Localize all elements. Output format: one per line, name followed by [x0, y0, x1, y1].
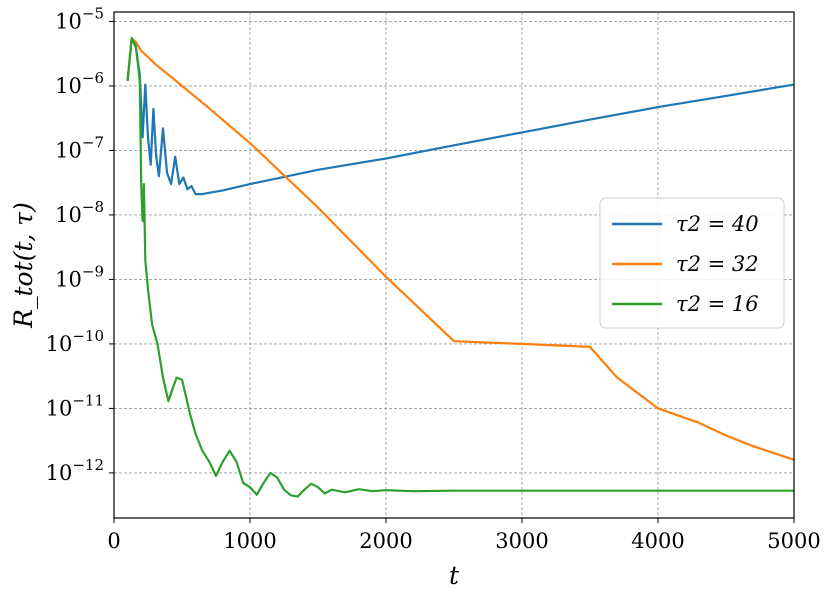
legend-label: τ2 = 40 [676, 212, 759, 236]
legend: τ2 = 40 τ2 = 32 τ2 = 16 [599, 197, 785, 329]
plot-frame [113, 11, 795, 519]
y-tick-label: 10−11 [46, 391, 104, 420]
x-tick-label: 1000 [223, 529, 276, 553]
series-lines [126, 37, 795, 498]
x-tick-label: 4000 [631, 529, 684, 553]
x-axis-title: t [449, 561, 460, 590]
series-line-3 [126, 37, 794, 498]
legend-label: τ2 = 16 [676, 292, 759, 316]
x-tick-label: 3000 [495, 529, 548, 553]
x-tick-label: 0 [107, 529, 120, 553]
y-tick-label: 10−7 [55, 133, 104, 162]
legend-label: τ2 = 32 [676, 252, 759, 276]
y-tick-label: 10−12 [46, 456, 104, 485]
x-tick-label: 5000 [767, 529, 820, 553]
y-tick-label: 10−5 [55, 4, 104, 33]
y-tick-label: 10−8 [55, 198, 104, 227]
y-tick-label: 10−9 [55, 262, 104, 291]
y-tick-label: 10−10 [46, 327, 104, 356]
y-axis-title: R_tot(t, τ) [9, 202, 38, 329]
y-tick-label: 10−6 [55, 69, 104, 98]
x-axis-ticks: 0 1000 2000 3000 4000 5000 [107, 518, 821, 553]
series-line-1 [126, 37, 795, 196]
x-tick-label: 2000 [359, 529, 412, 553]
y-axis-ticks: 10−12 10−11 10−10 10−9 10−8 10−7 10−6 10−5 [46, 4, 114, 485]
series-line-2 [126, 37, 795, 461]
legend-box [599, 197, 785, 329]
grid [113, 12, 795, 518]
